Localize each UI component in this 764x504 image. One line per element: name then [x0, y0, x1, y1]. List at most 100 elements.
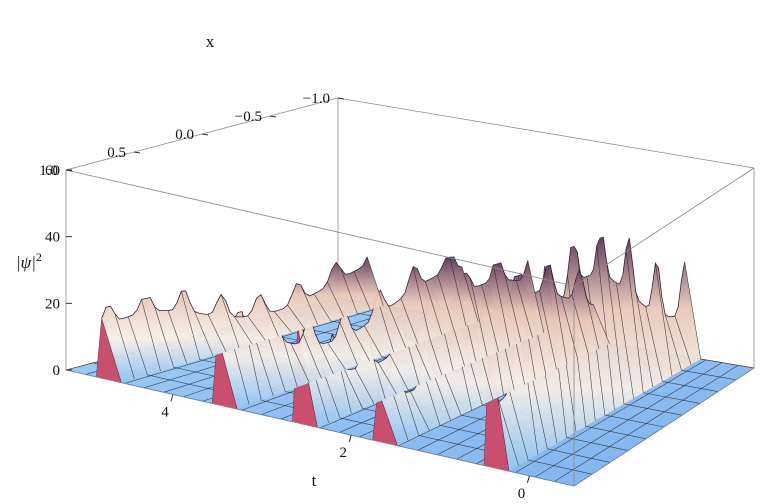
t-axis-label: t: [312, 471, 317, 490]
ridge-mesh-4-27: [247, 315, 266, 341]
z-axis-label: |ψ|2: [16, 250, 42, 272]
ridge-mesh-1-42: [442, 368, 462, 416]
ridge-crest-4: [101, 256, 368, 320]
ridge-surface-1: [377, 265, 610, 446]
x-tick-label-3: 0.5: [107, 145, 126, 161]
ridge-4: [96, 256, 384, 383]
box-front-edge-1: [65, 369, 575, 487]
ridge-mesh-1-6: [571, 294, 589, 354]
x-tick-mark-1: [269, 115, 277, 118]
ridge-mesh-1-51: [409, 391, 430, 431]
z-tick-label-2: 40: [45, 230, 60, 246]
ridge-mesh-4-48: [154, 307, 174, 368]
x-tick-label-4: 1.0: [39, 163, 58, 179]
ridge-mesh-1-0: [593, 304, 610, 344]
ridge-mesh-0-9: [655, 263, 673, 376]
ridge-mesh-4-9: [327, 281, 345, 318]
ridge-mesh-1-9: [560, 296, 578, 360]
z-tick-label-3: 60: [45, 163, 60, 179]
ridge-mesh-0-15: [635, 291, 654, 388]
ridge-mesh-4-54: [127, 316, 148, 376]
ridge-3: [211, 256, 479, 410]
ridge-mesh-0-57: [498, 401, 519, 466]
x-tick-label-0: −1.0: [303, 91, 330, 107]
z-tick-label-0: 0: [53, 363, 61, 379]
ridge-mesh-3-42: [290, 343, 310, 383]
ridge-mesh-4-36: [207, 314, 227, 352]
box-back-edge-1: [337, 97, 755, 169]
ridge-mesh-3-39: [302, 333, 322, 379]
box-front-edge-4: [573, 167, 755, 287]
ridge-mesh-4-45: [167, 310, 188, 364]
ridge-mesh-2-9: [492, 265, 511, 347]
ridge-mesh-2-45: [354, 368, 375, 404]
z-axis-label-sup: 2: [36, 250, 42, 264]
t-tick-mark-0: [170, 394, 174, 402]
ridge-mesh-4-57: [114, 313, 135, 379]
x-tick-label-1: −0.5: [235, 109, 262, 125]
x-axis-label: x: [206, 32, 215, 51]
t-tick-mark-1: [348, 434, 352, 443]
ridge-mesh-3-0: [461, 267, 479, 322]
ridge-mesh-2-30: [412, 337, 431, 381]
ridge-mesh-4-51: [141, 299, 161, 372]
z-tick-label-1: 20: [45, 296, 60, 312]
ridge-mesh-4-39: [194, 311, 214, 356]
floor-mesh-t-23: [515, 359, 707, 473]
ridge-mesh-3-18: [388, 306, 407, 348]
ridge-mesh-2-48: [343, 367, 363, 409]
t-tick-label-2: 0: [518, 486, 526, 502]
box-front-edge-2: [573, 367, 755, 487]
z-axis-label-main: |ψ|: [16, 253, 36, 272]
ridge-mesh-1-15: [539, 290, 557, 370]
x-tick-mark-0: [337, 97, 345, 100]
ridge-mesh-2-6: [504, 274, 522, 343]
ridge-mesh-4-0: [366, 256, 384, 306]
ridge-mesh-3-6: [437, 274, 455, 331]
floor-mesh-t-25: [554, 365, 739, 482]
ridge-mesh-3-3: [449, 257, 467, 327]
ridge-mesh-4-6: [340, 267, 358, 314]
ridge-mesh-2-12: [481, 284, 499, 352]
ridge-mesh-4-42: [181, 291, 201, 360]
ridge-mesh-2-15: [469, 277, 488, 357]
ridge-mesh-3-51: [253, 335, 274, 397]
ridge-mesh-2-3: [515, 280, 533, 338]
ridge-mesh-4-18: [287, 304, 305, 329]
surface-ridges: [96, 236, 702, 472]
t-tick-mark-2: [526, 475, 530, 483]
ridge-1: [372, 264, 610, 447]
x-tick-label-2: 0.0: [175, 127, 194, 143]
ridge-surface-3: [217, 257, 479, 410]
ridge-mesh-4-33: [220, 294, 240, 349]
ridge-mesh-0-18: [625, 248, 644, 393]
ridge-mesh-4-24: [260, 294, 279, 337]
ridge-mesh-0-24: [606, 261, 625, 404]
ridge-mesh-2-0: [527, 260, 545, 333]
box-front-edge-5: [65, 169, 575, 287]
ridge-mesh-0-12: [645, 306, 663, 382]
ridge-mesh-4-21: [274, 311, 292, 333]
ridge-surface-4: [101, 256, 384, 383]
ridge-mesh-0-21: [616, 282, 634, 399]
ridge-mesh-0-6: [664, 314, 682, 371]
ridge-mesh-3-9: [425, 281, 443, 335]
ridge-mesh-3-24: [363, 325, 382, 357]
ridge-mesh-4-15: [300, 284, 319, 325]
bounding-box-front: [65, 167, 755, 487]
ridge-mesh-3-48: [266, 332, 286, 392]
ridge-mesh-0-54: [508, 388, 529, 461]
ridge-surface-2: [297, 260, 544, 428]
ridge-mesh-3-15: [400, 298, 419, 344]
ridge-mesh-3-27: [351, 328, 370, 362]
ridge-mesh-0-3: [674, 315, 692, 365]
x-tick-mark-3: [133, 151, 141, 154]
ridge-mesh-0-0: [684, 261, 702, 360]
ridge-mesh-4-30: [234, 316, 253, 345]
floor-mesh-t-24: [534, 362, 723, 478]
ridge-mesh-3-12: [412, 266, 431, 340]
ridge-mesh-2-36: [389, 353, 409, 390]
x-tick-mark-2: [201, 133, 209, 136]
